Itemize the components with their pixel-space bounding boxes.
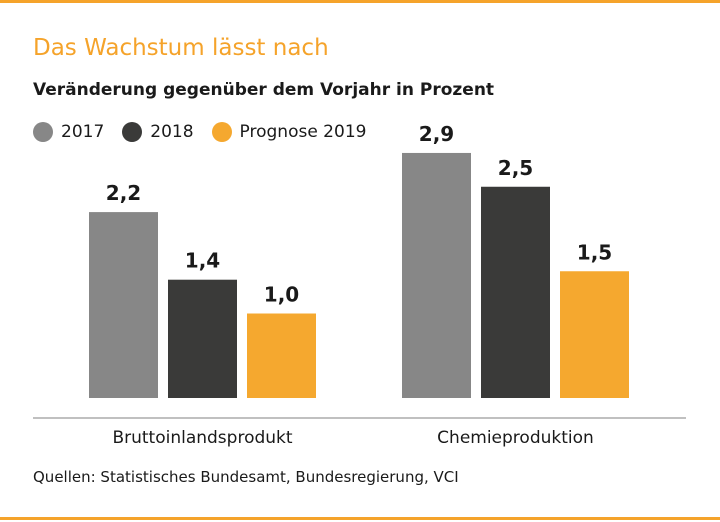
legend-swatch-2018 bbox=[122, 122, 143, 142]
legend-label-prognose-2019: Prognose 2019 bbox=[239, 122, 367, 142]
source-note: Quellen: Statistisches Bundesamt, Bundes… bbox=[33, 468, 459, 486]
data-label: 1,5 bbox=[577, 240, 612, 264]
legend-label-2017: 2017 bbox=[61, 122, 105, 142]
bar bbox=[168, 279, 237, 398]
data-label: 2,2 bbox=[106, 181, 141, 205]
legend-item-prognose-2019: Prognose 2019 bbox=[211, 122, 367, 142]
data-label: 2,5 bbox=[498, 156, 533, 180]
bar-chart: 2,2 1,4 1,0 Bruttoinlandsprodukt 2,9 2,5 1,5 Ch… bbox=[33, 122, 686, 448]
bar bbox=[89, 212, 158, 398]
top-rule bbox=[0, 0, 720, 3]
data-label: 1,4 bbox=[185, 249, 220, 273]
bar bbox=[560, 271, 629, 398]
legend-swatch-2017 bbox=[33, 122, 53, 142]
bottom-rule bbox=[0, 517, 720, 520]
bar bbox=[481, 186, 550, 398]
category-label: Chemieproduktion bbox=[437, 428, 594, 448]
chart-title: Das Wachstum lässt nach bbox=[33, 35, 329, 61]
legend-label-2018: 2018 bbox=[150, 122, 194, 142]
legend-item-2017: 2017 bbox=[33, 122, 104, 142]
legend-swatch-prognose-2019 bbox=[211, 122, 232, 142]
data-label: 1,0 bbox=[264, 283, 299, 307]
legend-item-2018: 2018 bbox=[122, 122, 194, 142]
chart-subtitle: Veränderung gegenüber dem Vorjahr in Pro… bbox=[33, 80, 495, 100]
category-label: Bruttoinlandsprodukt bbox=[112, 428, 292, 448]
data-label: 2,9 bbox=[419, 122, 454, 146]
bar bbox=[247, 313, 316, 398]
bar bbox=[402, 152, 471, 398]
legend: 2017 2018 Prognose 2019 bbox=[33, 122, 366, 142]
